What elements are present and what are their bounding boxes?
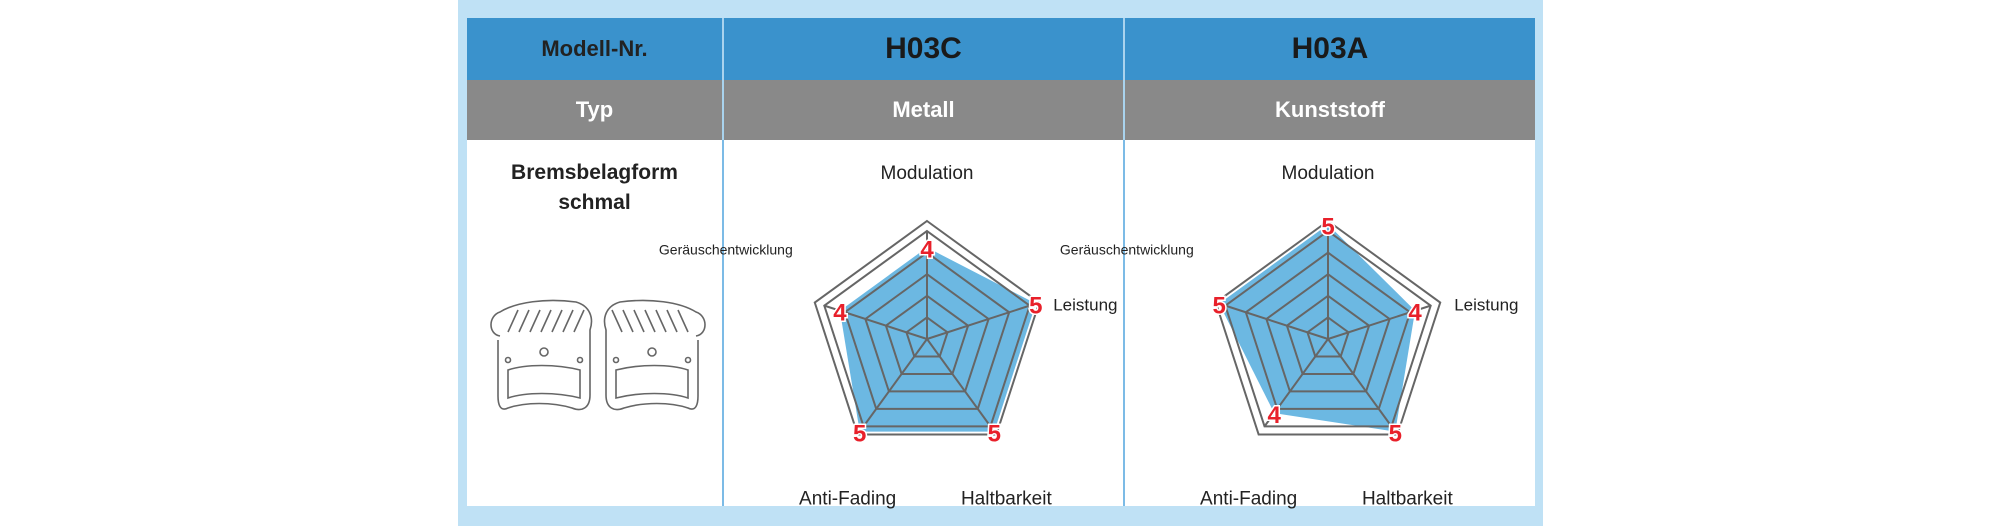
cooling-fin [529, 309, 541, 333]
axis-label-haltbarkeit: Haltbarkeit [961, 488, 1053, 509]
model-name-h03c: H03C [722, 18, 1123, 80]
cooling-fin [622, 309, 634, 333]
value-label: 4 [1408, 300, 1422, 327]
type-h03a: Kunststoff [1123, 80, 1535, 140]
pad-hole [684, 356, 692, 364]
radar-grid-ring [1244, 251, 1412, 410]
radar-grid-ring [1224, 229, 1432, 428]
axis-label-modulation: Modulation [1282, 163, 1375, 184]
brake-pad-icon [490, 299, 593, 411]
model-row: Modell-Nr. H03C H03A [467, 18, 1535, 80]
brake-pad-icon [603, 299, 706, 411]
radar-grid-ring [1306, 316, 1350, 358]
radar-chart-h03a: Modulation 5 Leistung 4 Haltbarkeit 5 Anti-Fad… [1060, 163, 1519, 509]
value-label: 5 [853, 421, 866, 448]
pad-friction-area [507, 364, 581, 400]
radar-axis-line [926, 304, 1031, 340]
type-header-label: Typ [575, 97, 614, 122]
radar-axis-line [1327, 304, 1432, 340]
value-label: 5 [1212, 293, 1225, 320]
pad-hole [647, 347, 657, 357]
pad-hole [539, 347, 549, 357]
value-label: 5 [988, 421, 1001, 448]
cooling-fin [677, 309, 689, 333]
radar-chart-h03c: Modulation 4 Leistung 5 Haltbarkeit 5 Anti-Fad… [659, 163, 1118, 509]
cooling-fin [611, 309, 623, 333]
axis-label-leistung: Leistung [1454, 296, 1518, 315]
axis-label-modulation: Modulation [881, 163, 974, 184]
cooling-fin [666, 309, 678, 333]
radar-grid-ring [884, 294, 970, 375]
value-label: 4 [920, 236, 934, 263]
radar-grid-ring [1285, 294, 1371, 375]
type-h03c: Metall [722, 80, 1123, 140]
radar-axis-line [1263, 338, 1329, 427]
radar-axis-line [1327, 338, 1393, 427]
cooling-fin [655, 309, 667, 333]
radar-grid-ring [843, 251, 1011, 410]
value-label: 5 [1321, 214, 1334, 241]
pad-hole [612, 356, 620, 364]
radar-value-area [839, 247, 1036, 432]
pad-outline [490, 299, 593, 411]
cooling-fin [633, 309, 645, 333]
cooling-fin [540, 309, 552, 333]
cooling-fin [573, 309, 585, 333]
brake-pad-illustration [490, 299, 706, 411]
radar-grid-ring [1265, 272, 1391, 393]
value-label: 5 [1029, 293, 1042, 320]
pad-outline [603, 299, 706, 411]
pad-hole [504, 356, 512, 364]
cooling-fin [551, 309, 563, 333]
pad-friction-area [615, 364, 689, 400]
cooling-fin [644, 309, 656, 333]
value-label: 5 [1389, 421, 1402, 448]
pad-shape-label: Bremsbelagform schmal [467, 158, 722, 218]
radar-axis-line [926, 338, 992, 427]
model-name-h03a: H03A [1123, 18, 1535, 80]
value-label: 4 [1267, 402, 1281, 429]
radar-axis-line [823, 304, 928, 340]
column-divider [1123, 140, 1125, 506]
cooling-fin [518, 309, 530, 333]
pad-hole [576, 356, 584, 364]
radar-axis-line [862, 338, 928, 427]
axis-label-leistung: Leistung [1053, 296, 1117, 315]
axis-label-geräuschentwicklung: Geräuschentwicklung [659, 242, 793, 258]
axis-label-anti-fading: Anti-Fading [1200, 488, 1297, 509]
radar-grid-ring [905, 316, 949, 358]
axis-label-haltbarkeit: Haltbarkeit [1362, 488, 1454, 509]
column-divider [722, 140, 724, 506]
radar-grid-ring [864, 272, 990, 393]
axis-label-geräuschentwicklung: Geräuschentwicklung [1060, 242, 1194, 258]
cooling-fin [562, 309, 574, 333]
axis-label-anti-fading: Anti-Fading [799, 488, 896, 509]
pad-shape-value: schmal [558, 191, 631, 214]
model-header-label: Modell-Nr. [541, 36, 648, 61]
pad-shape-title: Bremsbelagform [511, 161, 678, 184]
value-label: 4 [833, 300, 847, 327]
type-row: Typ Metall Kunststoff [467, 80, 1535, 140]
radar-axis-line [1224, 304, 1329, 340]
cooling-fin [507, 309, 519, 333]
radar-grid-ring [823, 229, 1031, 428]
